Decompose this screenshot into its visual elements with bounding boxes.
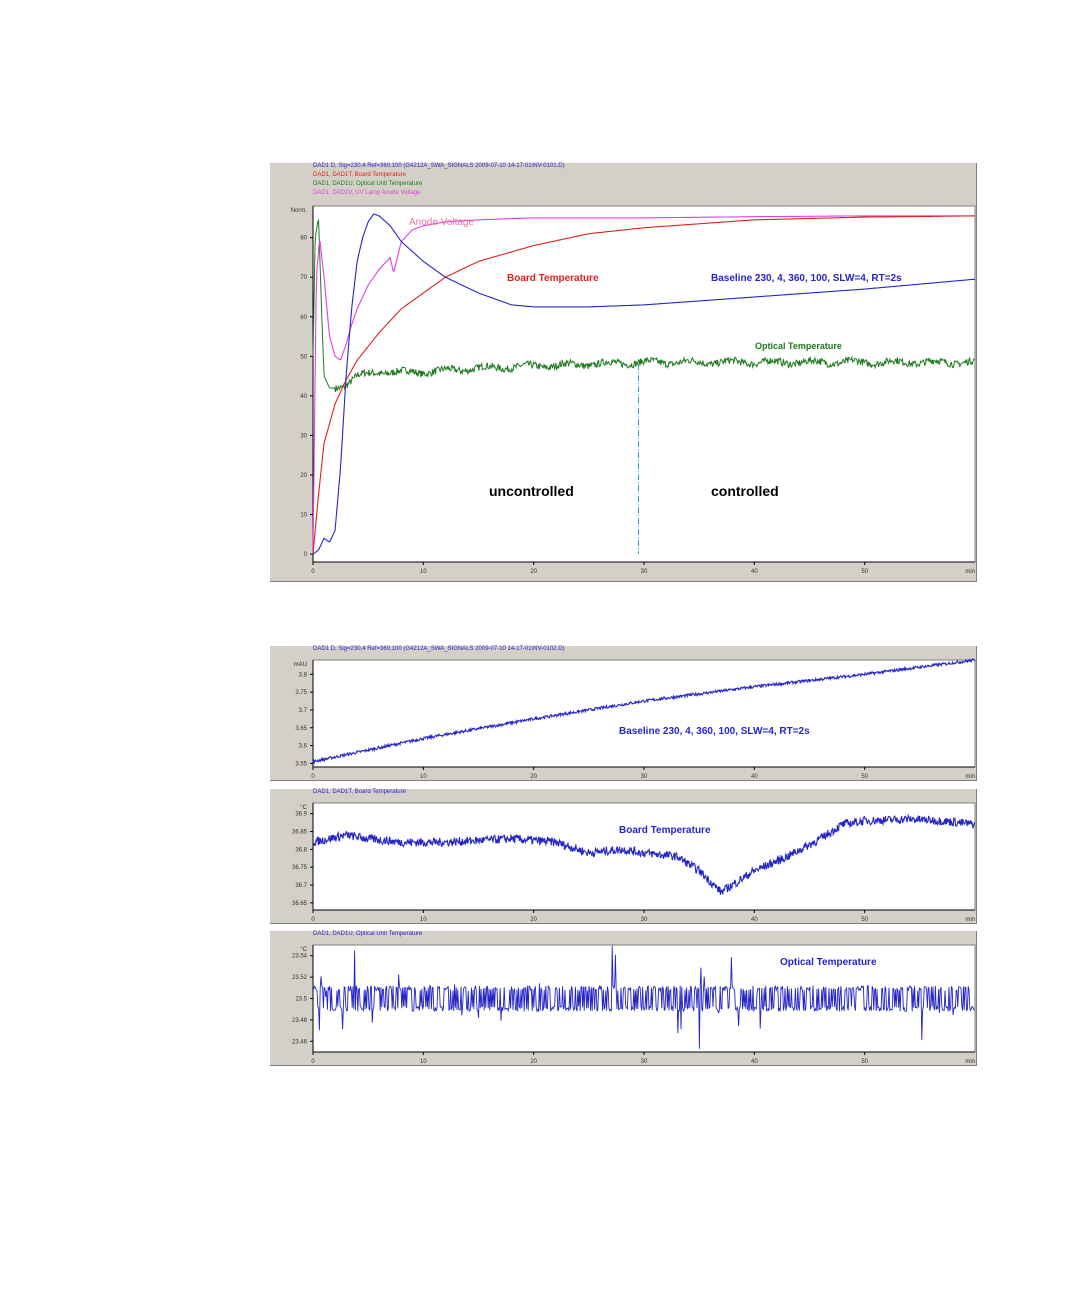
x-tick-label: 20	[530, 569, 537, 575]
uncontrolled-label: uncontrolled	[489, 483, 574, 499]
y-tick-label: 3.55	[295, 761, 307, 767]
controlled-label: controlled	[711, 483, 779, 499]
y-tick-label: 20	[300, 473, 307, 479]
anode-voltage-label: Anode Voltage	[409, 217, 474, 228]
baseline-chart-header: DAD1 D, Sig=230,4 Ref=360,100 (G4212A_SW…	[313, 646, 565, 652]
header-line-signal: DAD1 D, Sig=230,4 Ref=360,100 (G4212A_SW…	[313, 163, 565, 169]
optical-temperature-chart: 0 10 20 30 40 50 min 23.46 23.48 23.5 23.52 23.54°C…	[292, 944, 976, 1065]
x-tick-label: 0	[311, 1059, 315, 1065]
board-temperature-label: Board Temperature	[507, 273, 599, 284]
plot-area	[312, 659, 976, 768]
y-tick-label: 30	[300, 433, 307, 439]
x-tick-label: 50	[861, 1059, 868, 1065]
y-axis-unit: mAU	[294, 662, 307, 668]
x-tick-label: 40	[751, 569, 758, 575]
x-tick-label: 10	[420, 774, 427, 780]
top-chart-header: DAD1 D, Sig=230,4 Ref=360,100 (G4212A_SW…	[313, 162, 565, 198]
plot-area	[312, 205, 976, 563]
x-axis-unit: min	[965, 917, 975, 923]
y-tick-label: 36.9	[295, 812, 307, 818]
series-baseline-230-4-360-100-slw-4-rt-2s	[312, 658, 976, 765]
x-tick-label: 40	[751, 917, 758, 923]
y-tick-label: 3.75	[295, 690, 307, 696]
x-tick-label: 20	[530, 917, 537, 923]
y-axis-unit: Norm.	[291, 208, 308, 214]
x-tick-label: 20	[530, 1059, 537, 1065]
series-anode-voltage	[312, 215, 975, 555]
x-tick-label: 40	[751, 1059, 758, 1065]
y-tick-label: 3.8	[299, 672, 308, 678]
x-tick-label: 30	[641, 917, 648, 923]
board-temperature-chart: 0 10 20 30 40 50 min 36.65 36.7 36.75 36.8 36.85 36.…	[292, 802, 976, 923]
header-line-board: DAD1, DAD1T, Board Temperature	[313, 172, 406, 178]
top-chart: 0 10 20 30 40 50 min 0 10 20 30 40 50 60 70 80 Norm. Ano…	[291, 205, 976, 575]
y-tick-label: 36.8	[295, 847, 307, 853]
x-tick-label: 10	[420, 1059, 427, 1065]
y-tick-label: 23.48	[292, 1018, 308, 1024]
x-tick-label: 50	[861, 569, 868, 575]
y-tick-label: 3.7	[299, 708, 308, 714]
y-tick-label: 0	[304, 552, 308, 558]
y-axis-unit: °C	[300, 947, 307, 953]
x-tick-label: 10	[420, 569, 427, 575]
optical-temperature-label: Optical Temperature	[780, 957, 877, 968]
series-optical-temperature	[312, 945, 975, 1049]
board-temperature-header: DAD1, DAD1T, Board Temperature	[313, 789, 406, 795]
y-tick-label: 50	[300, 354, 307, 360]
y-tick-label: 23.52	[292, 975, 308, 981]
top-chart-panel: DAD1 D, Sig=230,4 Ref=360,100 (G4212A_SW…	[269, 162, 977, 582]
y-tick-label: 36.85	[292, 830, 308, 836]
y-axis-unit: °C	[300, 805, 307, 811]
board-temperature-label: Board Temperature	[619, 825, 711, 836]
header-line-anode: DAD1, DAD1V, UV Lamp Anode Voltage	[313, 190, 421, 196]
x-axis-unit: min	[965, 774, 975, 780]
x-tick-label: 10	[420, 917, 427, 923]
series-board-temperature	[313, 813, 976, 895]
optical-temperature-label: Optical Temperature	[755, 341, 842, 351]
x-axis-unit: min	[965, 1059, 975, 1065]
optical-temperature-header: DAD1, DAD1U, Optical Unit Temperature	[313, 931, 423, 937]
series-board-temperature	[312, 215, 975, 555]
baseline-label: Baseline 230, 4, 360, 100, SLW=4, RT=2s	[711, 273, 902, 284]
x-tick-label: 30	[641, 1059, 648, 1065]
series-baseline-230-4-360-100-slw-4-rt-2s	[312, 213, 976, 555]
x-axis-unit: min	[965, 569, 975, 575]
x-tick-label: 50	[861, 917, 868, 923]
y-tick-label: 36.7	[295, 883, 307, 889]
y-tick-label: 60	[300, 315, 307, 321]
x-tick-label: 50	[861, 774, 868, 780]
y-tick-label: 23.5	[295, 997, 307, 1003]
baseline-chart-panel: DAD1 D, Sig=230,4 Ref=360,100 (G4212A_SW…	[269, 645, 977, 781]
board-temperature-panel: DAD1, DAD1T, Board Temperature 0 10 20 30 40…	[269, 788, 977, 924]
series-optical-temperature	[312, 218, 975, 393]
y-tick-label: 23.54	[292, 954, 308, 960]
header-line-optical: DAD1, DAD1U, Optical Unit Temperature	[313, 181, 423, 187]
baseline-chart: 0 10 20 30 40 50 min 3.55 3.6 3.65 3.7 3.75 3.8 mAU B…	[294, 658, 976, 780]
y-tick-label: 36.75	[292, 865, 308, 871]
y-tick-label: 10	[300, 513, 307, 519]
y-tick-label: 3.6	[299, 744, 308, 750]
x-tick-label: 0	[311, 917, 315, 923]
x-tick-label: 0	[311, 569, 315, 575]
x-tick-label: 30	[641, 569, 648, 575]
x-tick-label: 40	[751, 774, 758, 780]
y-tick-label: 40	[300, 394, 307, 400]
y-tick-label: 80	[300, 236, 307, 242]
optical-temperature-panel: DAD1, DAD1U, Optical Unit Temperature 0 1…	[269, 930, 977, 1066]
baseline-label: Baseline 230, 4, 360, 100, SLW=4, RT=2s	[619, 726, 810, 737]
x-tick-label: 30	[641, 774, 648, 780]
y-tick-label: 36.65	[292, 901, 308, 907]
x-tick-label: 20	[530, 774, 537, 780]
y-tick-label: 23.46	[292, 1039, 308, 1045]
x-tick-label: 0	[311, 774, 315, 780]
y-tick-label: 70	[300, 275, 307, 281]
y-tick-label: 3.65	[295, 726, 307, 732]
